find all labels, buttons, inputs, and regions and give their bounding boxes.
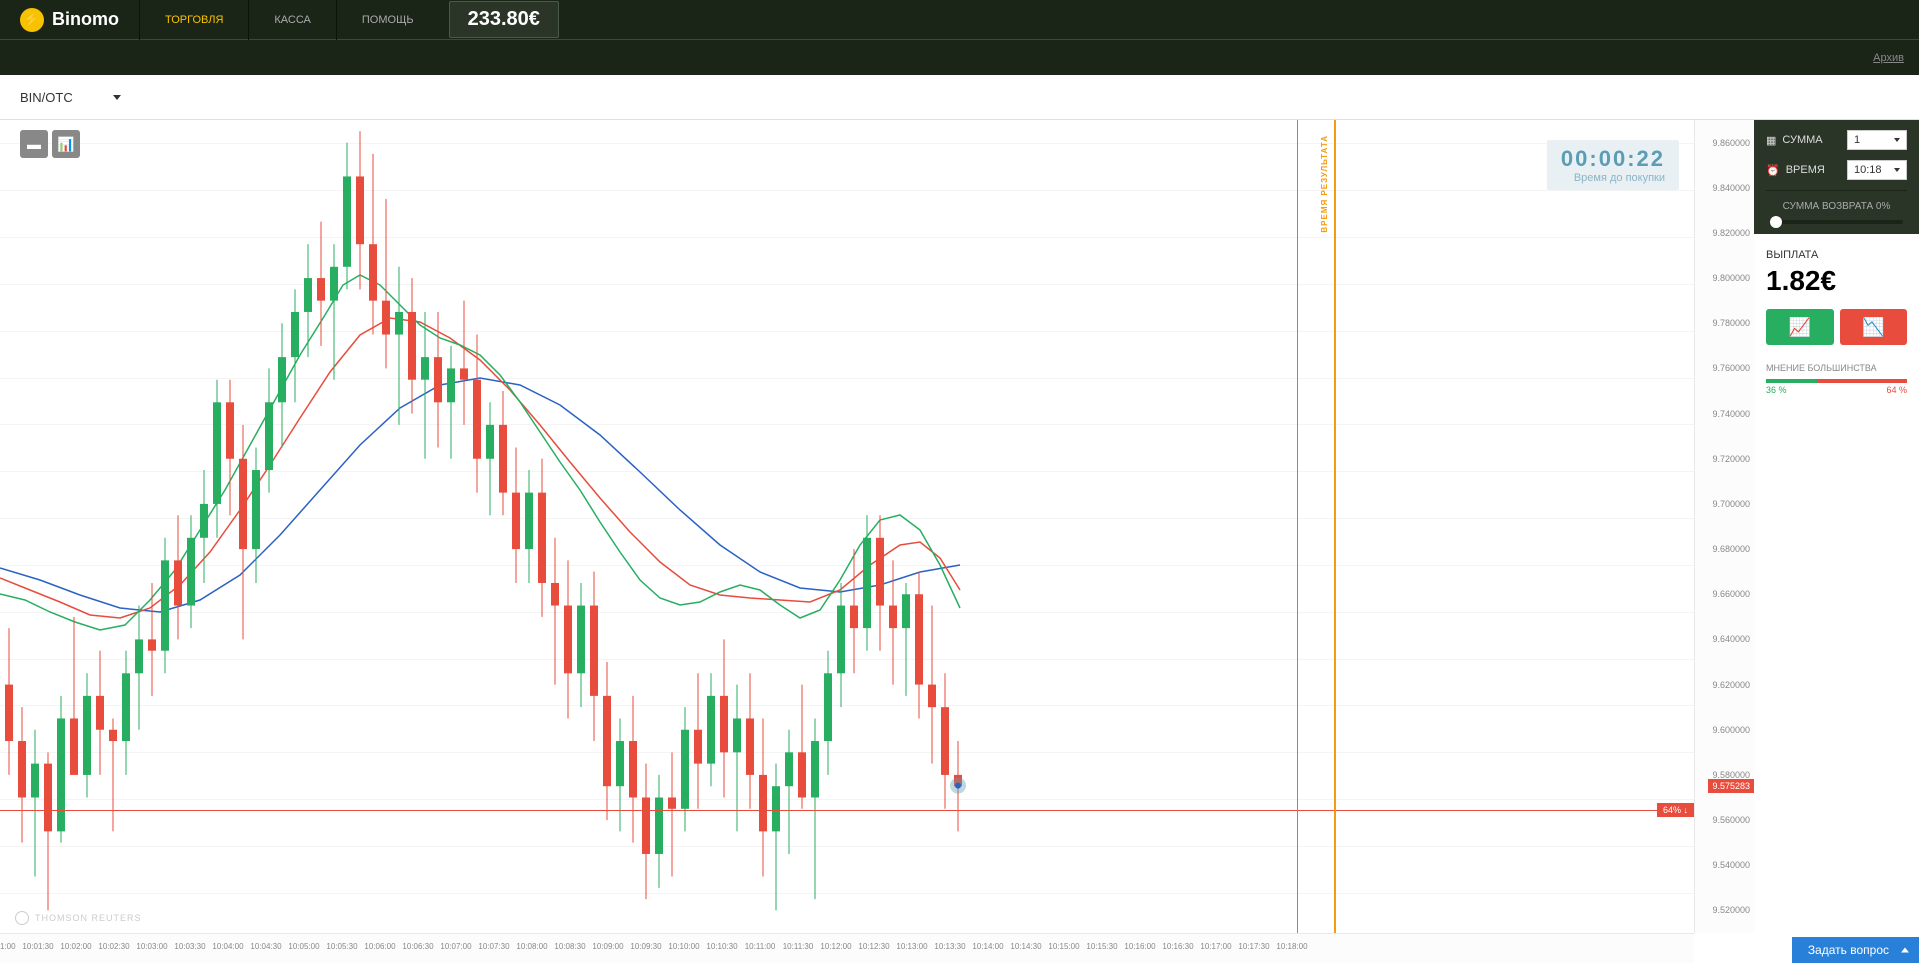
subheader: Архив xyxy=(0,40,1919,75)
chart-tools: ▬ 📊 xyxy=(20,130,80,158)
nav-help[interactable]: ПОМОЩЬ xyxy=(336,0,439,40)
countdown-time: 00:00:22 xyxy=(1561,146,1665,172)
header: ⚡ Binomo ТОРГОВЛЯ КАССА ПОМОЩЬ 233.80€ xyxy=(0,0,1919,40)
archive-link[interactable]: Архив xyxy=(1873,52,1904,64)
indicators-button[interactable]: 📊 xyxy=(52,130,80,158)
caret-down-icon xyxy=(1894,168,1900,172)
logo[interactable]: ⚡ Binomo xyxy=(0,8,139,32)
brand-name: Binomo xyxy=(52,9,119,30)
ask-question-button[interactable]: Задать вопрос xyxy=(1792,937,1919,963)
clock-icon: ⏰ xyxy=(1766,164,1780,177)
sidebar-payout: ВЫПЛАТА 1.82€ 📈 📉 МНЕНИЕ БОЛЬШИНСТВА 36 … xyxy=(1754,234,1919,410)
chart-type-button[interactable]: ▬ xyxy=(20,130,48,158)
amount-label: ▦ СУММА xyxy=(1766,134,1823,147)
caret-up-icon xyxy=(1901,948,1909,953)
trade-sidebar: ▦ СУММА 1 ⏰ ВРЕМЯ 10:18 СУММА ВОЗВРАТА 0… xyxy=(1754,120,1919,963)
attribution-icon xyxy=(15,911,29,925)
time-select[interactable]: 10:18 xyxy=(1847,160,1907,180)
majority-label: МНЕНИЕ БОЛЬШИНСТВА xyxy=(1766,363,1907,373)
toolbar: BIN/OTC xyxy=(0,75,1919,120)
current-price-line xyxy=(0,810,1694,811)
result-time-label: ВРЕМЯ РЕЗУЛЬТАТА xyxy=(1320,135,1329,233)
nav-cashier[interactable]: КАССА xyxy=(248,0,336,40)
caret-down-icon xyxy=(113,95,121,100)
buy-up-button[interactable]: 📈 xyxy=(1766,309,1834,345)
data-attribution: THOMSON REUTERS xyxy=(15,911,142,925)
payout-label: ВЫПЛАТА xyxy=(1766,249,1907,261)
return-slider[interactable] xyxy=(1770,220,1903,224)
slider-thumb[interactable] xyxy=(1770,216,1782,228)
amount-select[interactable]: 1 xyxy=(1847,130,1907,150)
wallet-icon: ▦ xyxy=(1766,134,1776,147)
majority-bar xyxy=(1766,379,1907,383)
majority-down-pct: 64 % xyxy=(1886,385,1907,395)
countdown-box: 00:00:22 Время до покупки xyxy=(1547,140,1679,190)
y-axis: 9.575283 9.8600009.8400009.8200009.80000… xyxy=(1694,120,1754,933)
time-label: ⏰ ВРЕМЯ xyxy=(1766,164,1825,177)
buy-down-button[interactable]: 📉 xyxy=(1840,309,1908,345)
chart-area: ▬ 📊 00:00:22 Время до покупки ВРЕМЯ РЕЗУ… xyxy=(0,120,1754,963)
current-pct-marker: 64% ↓ xyxy=(1657,803,1694,817)
sidebar-controls: ▦ СУММА 1 ⏰ ВРЕМЯ 10:18 СУММА ВОЗВРАТА 0… xyxy=(1754,120,1919,234)
purchase-deadline-line xyxy=(1297,120,1298,933)
logo-icon: ⚡ xyxy=(20,8,44,32)
countdown-label: Время до покупки xyxy=(1561,172,1665,184)
majority-down-bar xyxy=(1817,379,1907,383)
balance-display: 233.80€ xyxy=(449,1,559,38)
payout-value: 1.82€ xyxy=(1766,265,1907,297)
nav-trade[interactable]: ТОРГОВЛЯ xyxy=(139,0,248,40)
return-label: СУММА ВОЗВРАТА 0% xyxy=(1766,201,1907,212)
majority-up-bar xyxy=(1766,379,1817,383)
x-axis: 10:01:0010:01:3010:02:0010:02:3010:03:00… xyxy=(0,933,1694,963)
pair-selector[interactable]: BIN/OTC xyxy=(20,90,121,105)
caret-down-icon xyxy=(1894,138,1900,142)
majority-up-pct: 36 % xyxy=(1766,385,1787,395)
current-price-marker: 9.575283 xyxy=(1708,779,1754,793)
pair-value: BIN/OTC xyxy=(20,90,73,105)
result-time-line xyxy=(1334,120,1336,933)
main-content: ▬ 📊 00:00:22 Время до покупки ВРЕМЯ РЕЗУ… xyxy=(0,120,1919,963)
